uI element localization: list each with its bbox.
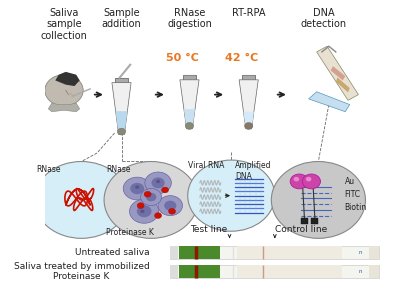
Polygon shape <box>184 109 195 129</box>
Polygon shape <box>309 92 350 112</box>
Text: Proteinase K: Proteinase K <box>106 228 154 237</box>
Circle shape <box>145 172 171 194</box>
Circle shape <box>130 199 159 223</box>
Bar <box>178 265 221 279</box>
Circle shape <box>156 180 160 183</box>
Circle shape <box>135 185 139 189</box>
Polygon shape <box>55 72 80 86</box>
Polygon shape <box>243 112 254 129</box>
Polygon shape <box>48 103 80 112</box>
Text: Biotin: Biotin <box>344 202 367 212</box>
Bar <box>369 265 379 279</box>
Circle shape <box>154 213 162 219</box>
Text: DNA
detection: DNA detection <box>301 8 347 29</box>
Circle shape <box>123 177 151 200</box>
Bar <box>115 78 128 83</box>
Text: 42 °C: 42 °C <box>225 53 258 63</box>
Text: Saliva
sample
collection: Saliva sample collection <box>41 8 87 41</box>
Circle shape <box>140 210 145 213</box>
Text: 50 °C: 50 °C <box>166 53 199 63</box>
FancyBboxPatch shape <box>170 246 379 259</box>
Text: Untreated saliva: Untreated saliva <box>75 248 149 257</box>
Bar <box>301 219 308 224</box>
Bar <box>170 265 178 279</box>
Text: RNase: RNase <box>36 165 61 174</box>
Text: Viral RNA: Viral RNA <box>188 162 225 170</box>
Polygon shape <box>115 111 127 134</box>
Text: n: n <box>359 269 362 274</box>
Polygon shape <box>239 80 258 129</box>
Text: Au: Au <box>344 177 355 186</box>
Circle shape <box>306 177 311 181</box>
Text: RNase
digestion: RNase digestion <box>167 8 212 29</box>
Circle shape <box>137 205 151 217</box>
Polygon shape <box>180 80 199 129</box>
Circle shape <box>104 162 198 238</box>
Circle shape <box>141 188 162 206</box>
Circle shape <box>117 128 126 135</box>
Bar <box>242 75 255 80</box>
Polygon shape <box>317 46 359 100</box>
Text: FITC: FITC <box>344 190 361 199</box>
Bar <box>170 246 178 259</box>
Circle shape <box>245 122 253 129</box>
Text: RNase: RNase <box>106 165 130 174</box>
Bar <box>311 219 318 224</box>
Text: n: n <box>359 250 362 255</box>
Text: Test line: Test line <box>191 225 228 234</box>
Polygon shape <box>331 66 345 80</box>
Circle shape <box>302 174 320 189</box>
Circle shape <box>162 187 169 193</box>
Polygon shape <box>112 83 131 134</box>
Circle shape <box>188 160 275 231</box>
Bar <box>178 246 221 259</box>
Circle shape <box>151 177 165 188</box>
Bar <box>369 246 379 259</box>
Circle shape <box>34 162 128 238</box>
Circle shape <box>144 191 151 197</box>
FancyBboxPatch shape <box>170 265 379 279</box>
Circle shape <box>146 193 156 201</box>
Bar <box>183 75 196 80</box>
Text: Sample
addition: Sample addition <box>102 8 141 29</box>
Circle shape <box>169 208 175 214</box>
Text: Saliva treated by immobilized
Proteinase K: Saliva treated by immobilized Proteinase… <box>14 262 149 281</box>
Bar <box>237 246 342 259</box>
Circle shape <box>294 177 299 181</box>
Circle shape <box>45 75 83 106</box>
Text: RT-RPA: RT-RPA <box>232 8 266 18</box>
Polygon shape <box>336 78 350 92</box>
Circle shape <box>158 196 182 216</box>
Circle shape <box>271 162 365 238</box>
Circle shape <box>164 201 177 210</box>
Text: Control line: Control line <box>275 225 327 234</box>
Text: Amplified
DNA: Amplified DNA <box>235 162 271 181</box>
Circle shape <box>130 183 144 194</box>
Circle shape <box>185 122 193 129</box>
Bar <box>237 265 342 279</box>
Circle shape <box>290 174 308 189</box>
Circle shape <box>137 203 144 208</box>
